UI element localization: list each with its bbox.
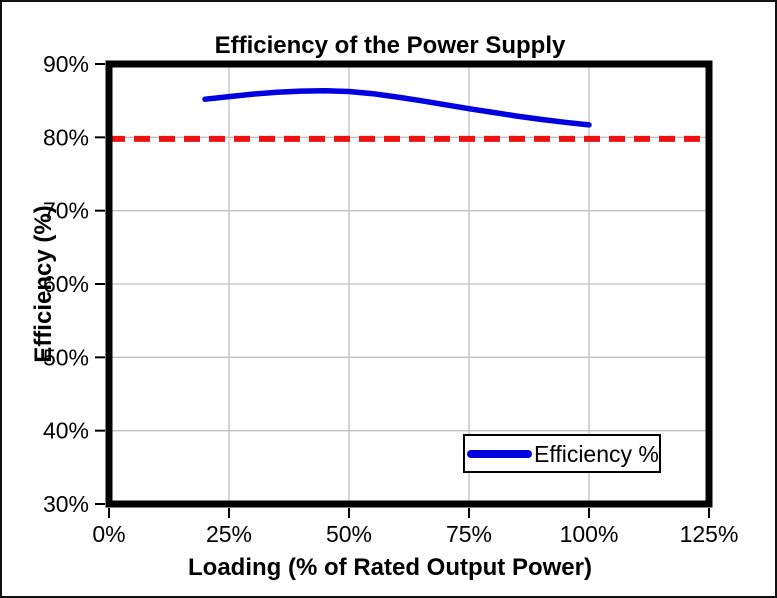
chart-title: Efficiency of the Power Supply [215,32,566,59]
y-axis-title: Efficiency (%) [30,205,57,362]
y-tick-label-70: 70% [43,198,89,224]
x-tick-label-50: 50% [326,521,372,547]
y-tick-label-90: 90% [43,51,89,77]
y-tick-label-30: 30% [43,491,89,517]
y-tick-label-60: 60% [43,271,89,297]
legend-label: Efficiency % [534,441,659,467]
y-tick-label-50: 50% [43,344,89,370]
x-tick-label-0: 0% [92,521,125,547]
x-tick-label-25: 25% [206,521,252,547]
x-axis-title: Loading (% of Rated Output Power) [188,554,592,581]
series-path-0 [202,88,592,128]
plot-area-border [105,60,713,508]
x-tick-label-75: 75% [446,521,492,547]
y-tick-label-80: 80% [43,124,89,150]
legend: Efficiency % [463,434,661,473]
y-tick-label-40: 40% [43,418,89,444]
axis-ticks: 0% 25% 50% 75% 100% 125% 30% 40% 50% 60% 70% 80% 90% [43,51,738,547]
x-tick-label-125: 125% [680,521,739,547]
x-tick-label-100: 100% [560,521,619,547]
efficiency-curve [202,88,592,128]
